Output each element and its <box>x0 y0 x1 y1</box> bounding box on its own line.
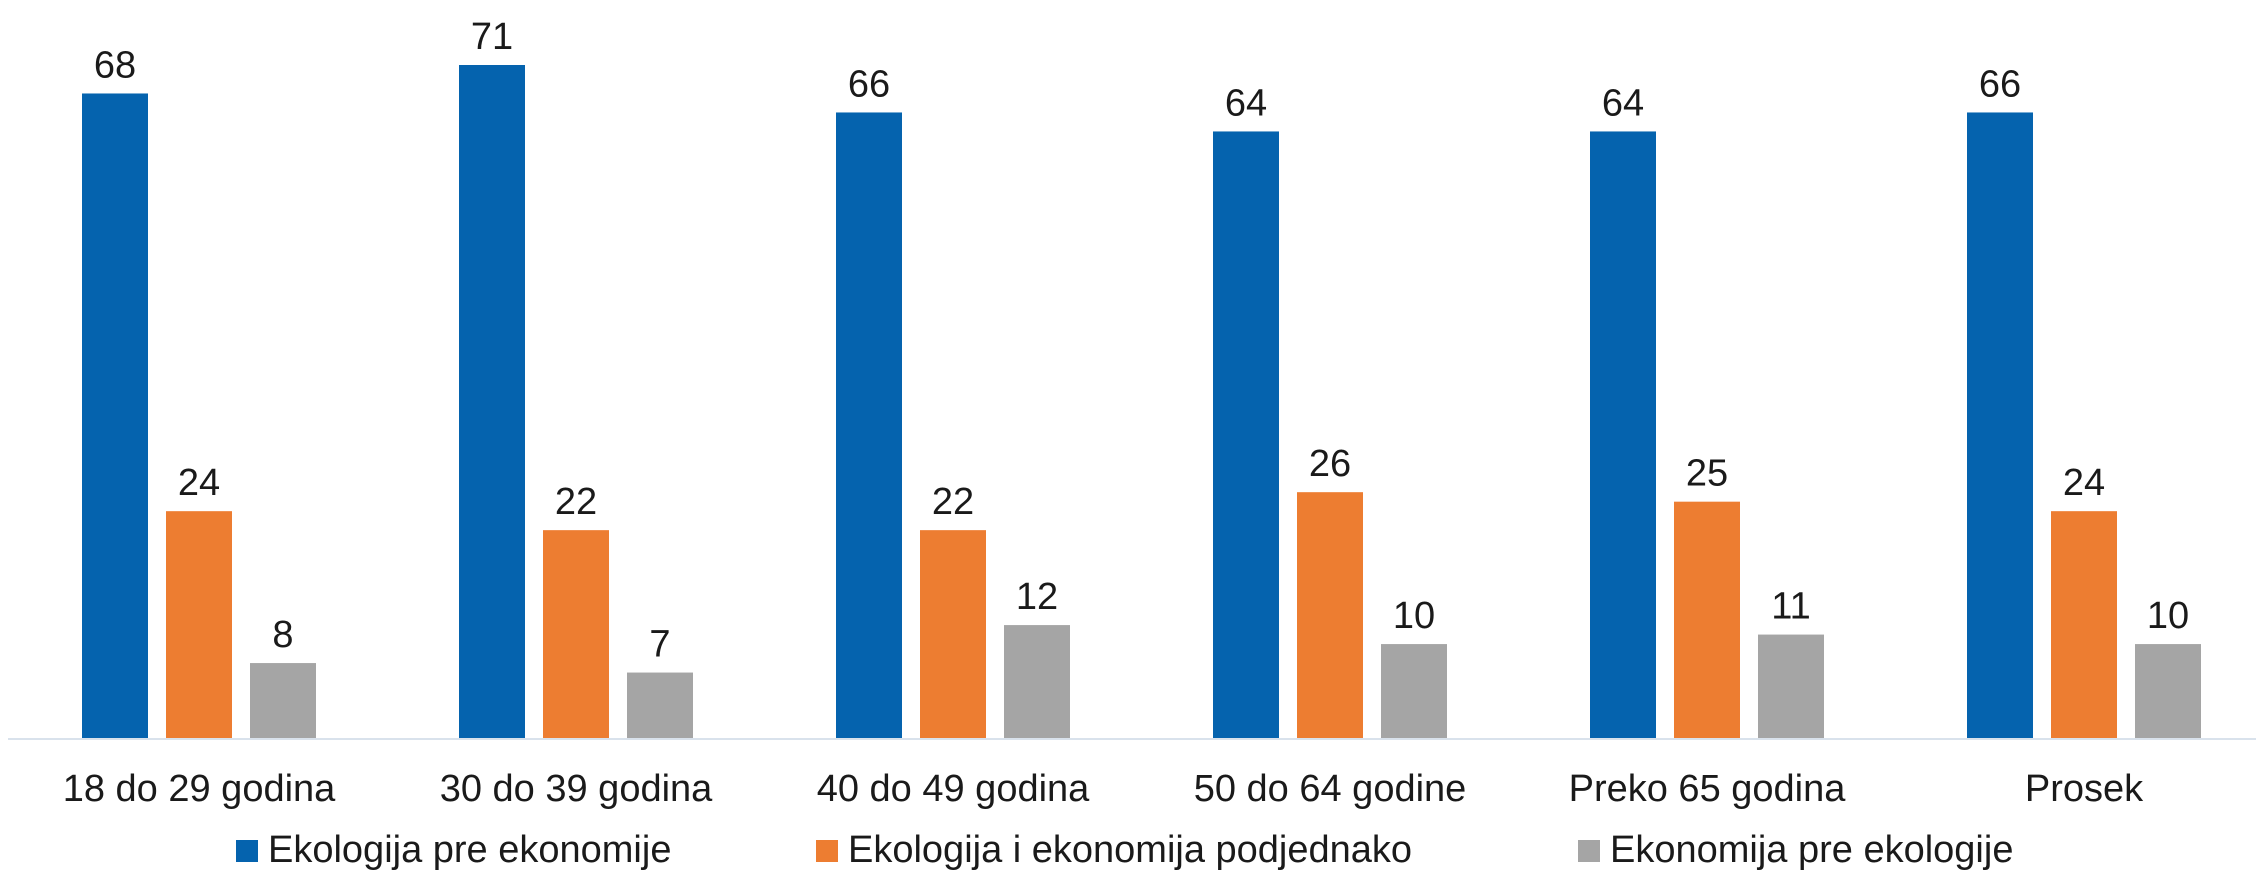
legend-item-ekonomija-pre-ekologije: Ekonomija pre ekologije <box>1578 829 2013 871</box>
legend-label-ekologija-pre-ekonomije: Ekologija pre ekonomije <box>268 829 671 871</box>
legend-label-ekologija-i-ekonomija-podjednako: Ekologija i ekonomija podjednako <box>848 829 1412 871</box>
bar-50-do-64-godine-ekologija-pre-ekonomije <box>1213 131 1279 740</box>
bar-30-do-39-godina-ekologija-i-ekonomija-podjednako <box>543 530 609 739</box>
legend-swatch-ekologija-i-ekonomija-podjednako <box>816 840 838 862</box>
category-label-40-do-49-godina: 40 do 49 godina <box>817 768 1090 810</box>
data-label-preko-65-godina-ekologija-i-ekonomija-podjednako: 25 <box>1686 453 1728 495</box>
bar-40-do-49-godina-ekologija-i-ekonomija-podjednako <box>920 530 986 739</box>
data-label-30-do-39-godina-ekonomija-pre-ekologije: 7 <box>649 624 670 666</box>
data-label-18-do-29-godina-ekologija-i-ekonomija-podjednako: 24 <box>178 462 220 504</box>
bar-40-do-49-godina-ekologija-pre-ekonomije <box>836 112 902 740</box>
legend-swatch-ekologija-pre-ekonomije <box>236 840 258 862</box>
category-label-30-do-39-godina: 30 do 39 godina <box>440 768 713 810</box>
data-label-40-do-49-godina-ekonomija-pre-ekologije: 12 <box>1016 576 1058 618</box>
data-label-18-do-29-godina-ekonomija-pre-ekologije: 8 <box>272 614 293 656</box>
data-label-prosek-ekonomija-pre-ekologije: 10 <box>2147 595 2189 637</box>
legend-item-ekologija-i-ekonomija-podjednako: Ekologija i ekonomija podjednako <box>816 829 1412 871</box>
bar-18-do-29-godina-ekologija-i-ekonomija-podjednako <box>166 511 232 739</box>
category-label-50-do-64-godine: 50 do 64 godine <box>1194 768 1467 810</box>
bar-50-do-64-godine-ekonomija-pre-ekologije <box>1381 644 1447 739</box>
bars-layer <box>82 65 2201 740</box>
bar-prosek-ekologija-pre-ekonomije <box>1967 112 2033 740</box>
bar-prosek-ekologija-i-ekonomija-podjednako <box>2051 511 2117 739</box>
data-label-50-do-64-godine-ekologija-i-ekonomija-podjednako: 26 <box>1309 443 1351 485</box>
category-labels-layer: 18 do 29 godina 30 do 39 godina 40 do 49 g… <box>63 768 2144 810</box>
data-label-preko-65-godina-ekologija-pre-ekonomije: 64 <box>1602 82 1644 124</box>
bar-18-do-29-godina-ekonomija-pre-ekologije <box>250 663 316 739</box>
data-label-50-do-64-godine-ekologija-pre-ekonomije: 64 <box>1225 82 1267 124</box>
bar-40-do-49-godina-ekonomija-pre-ekologije <box>1004 625 1070 739</box>
bar-preko-65-godina-ekonomija-pre-ekologije <box>1758 634 1824 739</box>
data-label-prosek-ekologija-i-ekonomija-podjednako: 24 <box>2063 462 2105 504</box>
category-label-18-do-29-godina: 18 do 29 godina <box>63 768 336 810</box>
bar-18-do-29-godina-ekologija-pre-ekonomije <box>82 93 148 739</box>
bar-preko-65-godina-ekologija-i-ekonomija-podjednako <box>1674 501 1740 739</box>
bar-30-do-39-godina-ekologija-pre-ekonomije <box>459 65 525 739</box>
legend: Ekologija pre ekonomije Ekologija i ekono… <box>236 829 2013 871</box>
bar-preko-65-godina-ekologija-pre-ekonomije <box>1590 131 1656 740</box>
data-label-30-do-39-godina-ekologija-pre-ekonomije: 71 <box>471 16 513 58</box>
value-labels-layer: 68 24 8 71 22 7 66 22 12 64 26 10 64 25 11 66 24 10 <box>94 16 2189 666</box>
data-label-18-do-29-godina-ekologija-pre-ekonomije: 68 <box>94 44 136 86</box>
bar-50-do-64-godine-ekologija-i-ekonomija-podjednako <box>1297 492 1363 739</box>
data-label-30-do-39-godina-ekologija-i-ekonomija-podjednako: 22 <box>555 481 597 523</box>
bar-prosek-ekonomija-pre-ekologije <box>2135 644 2201 739</box>
legend-swatch-ekonomija-pre-ekologije <box>1578 840 1600 862</box>
category-label-prosek: Prosek <box>2025 768 2144 810</box>
data-label-prosek-ekologija-pre-ekonomije: 66 <box>1979 63 2021 105</box>
data-label-50-do-64-godine-ekonomija-pre-ekologije: 10 <box>1393 595 1435 637</box>
data-label-40-do-49-godina-ekologija-i-ekonomija-podjednako: 22 <box>932 481 974 523</box>
bar-30-do-39-godina-ekonomija-pre-ekologije <box>627 672 693 739</box>
data-label-40-do-49-godina-ekologija-pre-ekonomije: 66 <box>848 63 890 105</box>
legend-label-ekonomija-pre-ekologije: Ekonomija pre ekologije <box>1610 829 2013 871</box>
data-label-preko-65-godina-ekonomija-pre-ekologije: 11 <box>1771 586 1810 628</box>
category-label-preko-65-godina: Preko 65 godina <box>1569 768 1847 810</box>
legend-item-ekologija-pre-ekonomije: Ekologija pre ekonomije <box>236 829 671 871</box>
